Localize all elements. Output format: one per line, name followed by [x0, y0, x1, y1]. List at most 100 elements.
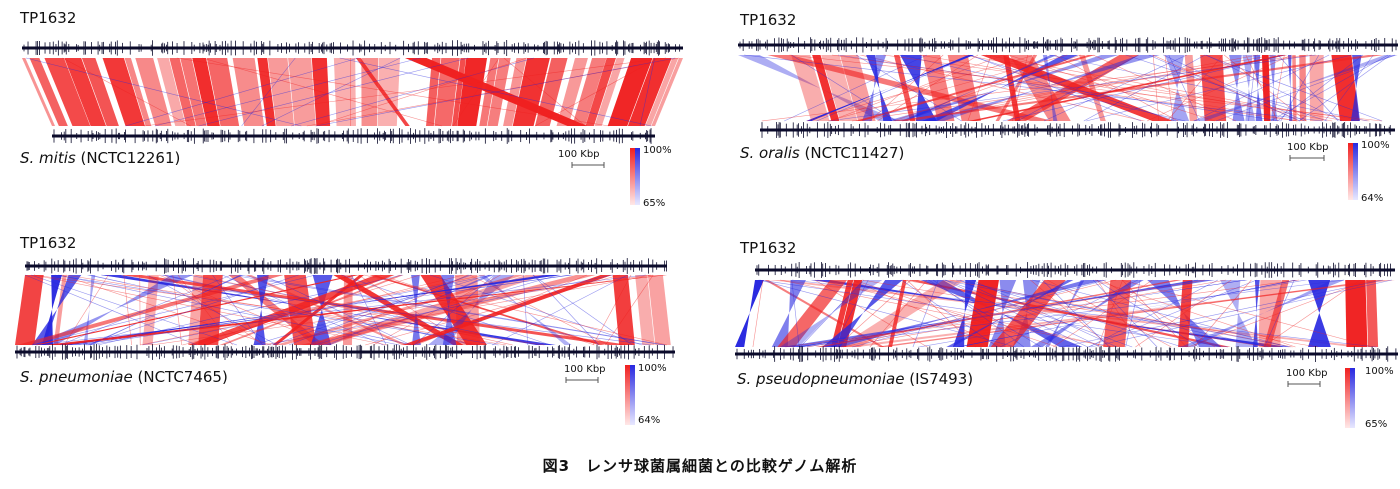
inverted-match-band	[866, 55, 893, 121]
match-line	[1060, 279, 1383, 348]
forward-match-band	[206, 58, 240, 126]
inverted-match-band	[427, 275, 515, 345]
inverted-match-band	[31, 275, 82, 345]
match-line	[901, 54, 1186, 122]
forward-match-band	[607, 58, 653, 126]
match-line	[60, 274, 232, 346]
forward-match-band	[232, 58, 265, 126]
forward-match-band	[891, 55, 1384, 121]
match-line	[206, 274, 391, 346]
forward-match-band	[426, 58, 441, 126]
forward-match-band	[535, 58, 568, 126]
inverted-match-band	[946, 280, 1074, 347]
inverted-identity-color-scale	[1350, 368, 1355, 428]
match-line	[533, 274, 599, 346]
match-line	[1008, 54, 1216, 122]
match-line	[272, 274, 472, 346]
match-line	[266, 274, 613, 346]
forward-match-band	[1309, 55, 1324, 121]
forward-match-band	[612, 275, 635, 345]
forward-match-band	[556, 58, 588, 126]
match-line	[944, 279, 1088, 348]
match-line	[869, 54, 944, 122]
match-line	[241, 57, 296, 127]
match-line	[1125, 54, 1328, 122]
match-line	[831, 54, 1298, 122]
match-line	[1032, 279, 1289, 348]
query-genome-track	[735, 346, 1398, 362]
match-line	[1042, 279, 1110, 348]
match-line	[877, 54, 979, 122]
inverted-match-band	[735, 280, 764, 347]
identity-max-label: 100%	[1361, 140, 1390, 151]
match-line	[262, 274, 653, 346]
match-line	[522, 274, 529, 346]
match-line	[58, 274, 400, 346]
inverted-match-band	[411, 275, 421, 345]
inverted-match-band	[1350, 55, 1362, 121]
match-line	[817, 279, 1110, 348]
reference-genome-label: TP1632	[740, 239, 797, 257]
match-line	[1043, 54, 1187, 122]
match-line	[744, 54, 1323, 122]
match-line	[833, 279, 869, 348]
reference-genome-track	[738, 37, 1398, 53]
forward-match-band	[434, 58, 460, 126]
query-genome-label: S. mitis (NCTC12261)	[20, 149, 180, 167]
strain-name: (NCTC11427)	[804, 144, 905, 162]
match-line	[151, 274, 651, 346]
identity-max-label: 100%	[643, 145, 672, 156]
reference-genome-label: TP1632	[20, 234, 77, 252]
match-line	[87, 274, 545, 346]
inverted-match-band	[810, 280, 1289, 347]
forward-match-band	[17, 275, 284, 345]
match-line	[452, 57, 500, 127]
inverted-match-band	[1042, 55, 1058, 121]
match-line	[202, 57, 442, 127]
match-line	[32, 274, 316, 346]
match-line	[1092, 279, 1158, 348]
match-line	[182, 274, 464, 346]
forward-match-band	[1263, 280, 1290, 347]
inverted-match-band	[101, 275, 556, 345]
match-line	[919, 54, 1298, 122]
match-line	[316, 57, 676, 127]
forward-match-band	[645, 58, 679, 126]
match-line	[212, 274, 264, 346]
forward-match-band	[503, 58, 527, 126]
forward-match-band	[192, 58, 220, 126]
match-line	[785, 279, 1300, 348]
match-line	[1083, 54, 1206, 122]
match-line	[856, 54, 962, 122]
forward-match-band	[44, 58, 91, 126]
match-line	[1298, 54, 1391, 122]
species-name: S. oralis	[740, 144, 800, 162]
reference-genome-label: TP1632	[740, 11, 797, 29]
match-line	[853, 279, 1058, 348]
inverted-identity-color-scale	[630, 365, 635, 425]
query-genome-label: S. pneumoniae (NCTC7465)	[20, 368, 228, 386]
match-line	[261, 57, 401, 127]
match-line	[62, 57, 191, 127]
match-line	[959, 279, 1101, 348]
match-line	[416, 274, 588, 346]
forward-match-band	[966, 280, 999, 347]
comparison-panel	[738, 37, 1398, 200]
forward-match-band	[1345, 280, 1368, 347]
match-line	[1188, 279, 1369, 348]
match-line	[861, 279, 1267, 348]
match-line	[912, 279, 939, 348]
species-name: S. pneumoniae	[20, 368, 133, 386]
match-line	[1125, 279, 1141, 348]
forward-match-band	[893, 55, 916, 121]
synteny-bands	[735, 279, 1395, 348]
forward-match-band	[855, 55, 1096, 121]
match-line	[314, 274, 559, 346]
match-line	[1148, 54, 1301, 122]
match-line	[25, 57, 302, 127]
inverted-match-band	[795, 280, 1248, 347]
match-line	[139, 274, 485, 346]
reference-genome-track	[25, 258, 667, 274]
identity-min-label: 65%	[643, 198, 666, 209]
forward-match-band	[479, 58, 499, 126]
